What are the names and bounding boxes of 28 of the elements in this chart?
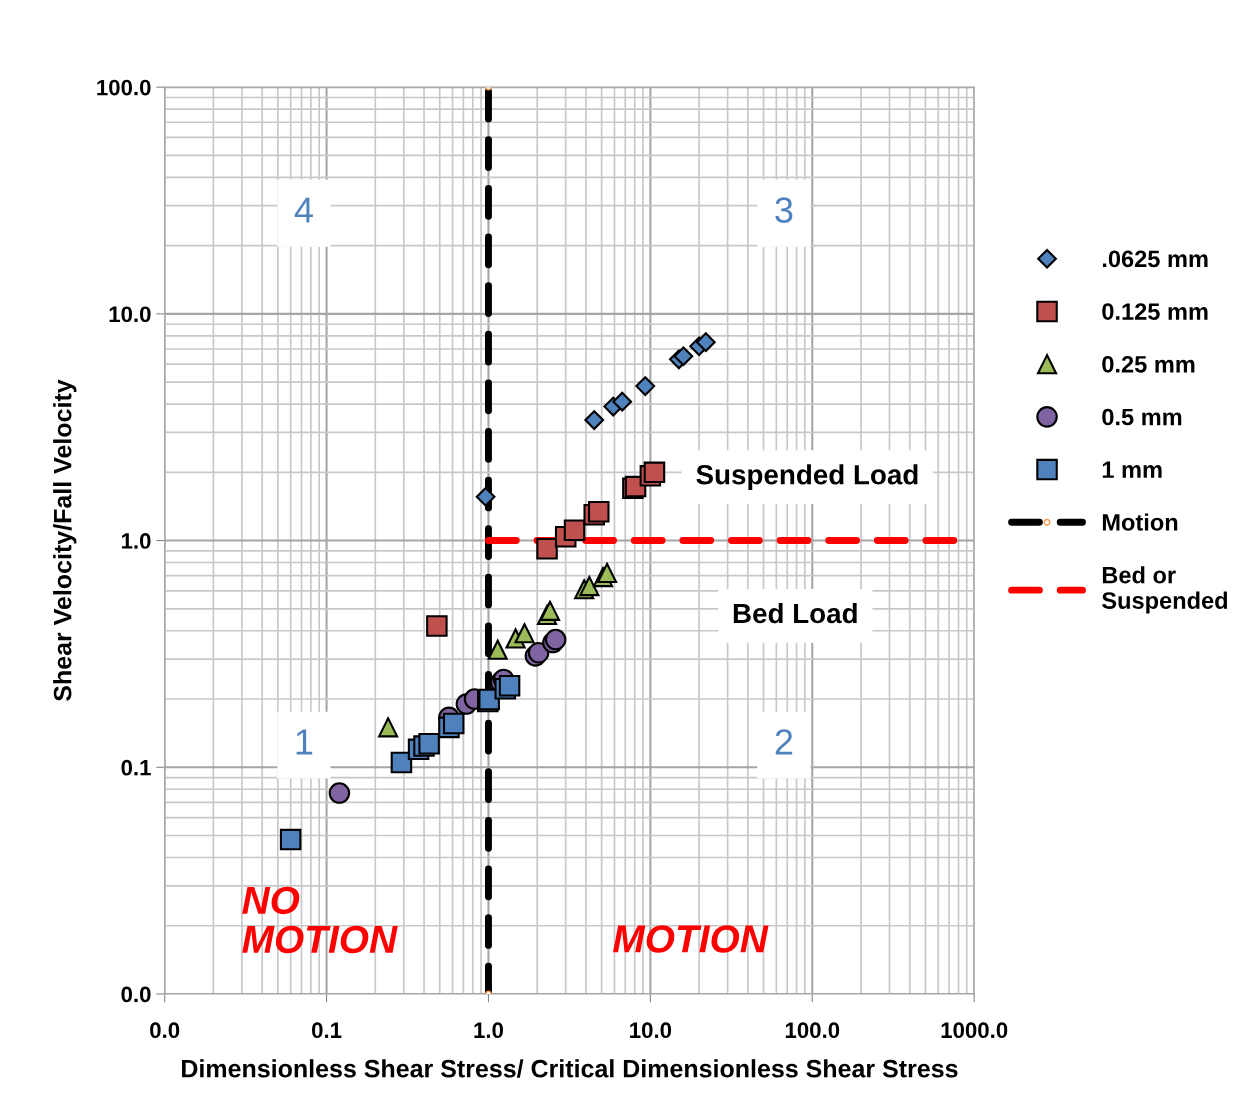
x-tick-label: 1000.0 xyxy=(941,1022,1008,1039)
legend-label: 0.25 mm xyxy=(1102,355,1195,373)
x-tick-label: 1.0 xyxy=(474,1022,504,1039)
y-tick-label: 0.1 xyxy=(121,759,151,776)
x-tick-label: 10.0 xyxy=(630,1022,672,1039)
annotation: 4 xyxy=(294,197,313,223)
x-tick-label: 0.1 xyxy=(312,1022,342,1039)
y-tick-label: 10.0 xyxy=(109,306,151,323)
x-tick-label: 100.0 xyxy=(785,1022,840,1039)
y-tick-label: 1.0 xyxy=(121,533,151,549)
x-axis-title: Dimensionless Shear Stress/ Critical Dimensionless Shear Stress xyxy=(182,1059,958,1078)
annotation: NO MOTION xyxy=(242,886,398,954)
legend-label: .0625 mm xyxy=(1102,250,1208,268)
annotation: 2 xyxy=(775,729,793,755)
legend-label: 0.5 mm xyxy=(1102,408,1182,426)
x-tick-label: 0.0 xyxy=(150,1022,180,1039)
y-axis-title: Shear Velocity/Fall Velocity xyxy=(53,379,77,702)
legend-label: 1 mm xyxy=(1102,461,1162,478)
annotation: Suspended Load xyxy=(696,464,918,491)
annotation: MOTION xyxy=(613,925,769,953)
legend-label: 0.125 mm xyxy=(1102,303,1208,320)
legend-label: Bed or Suspended xyxy=(1102,566,1228,614)
y-tick-label: 0.0 xyxy=(121,986,151,1003)
legend-label: Motion xyxy=(1102,513,1178,531)
annotation: Bed Load xyxy=(733,602,857,624)
y-tick-label: 100.0 xyxy=(97,79,151,96)
annotation: 1 xyxy=(296,729,313,755)
annotation: 3 xyxy=(775,197,793,223)
